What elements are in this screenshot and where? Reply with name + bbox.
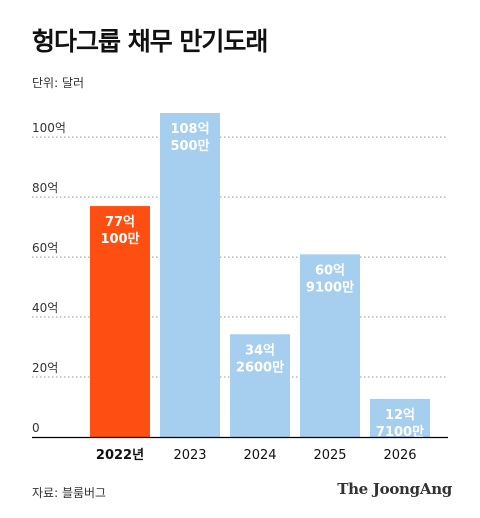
chart-title: 헝다그룹 채무 만기도래 xyxy=(32,27,268,56)
bar-data-label: 77억 xyxy=(105,215,135,230)
source-label: 자료: 블룸버그 xyxy=(32,486,107,500)
x-tick-label: 2026 xyxy=(383,448,416,463)
x-tick-label: 2025 xyxy=(313,448,346,463)
y-tick-label: 60억 xyxy=(32,241,58,255)
x-tick-label: 2022년 xyxy=(96,448,144,463)
bar-0 xyxy=(90,206,150,437)
x-axis-ticks: 2022년 2023 2024 2025 2026 xyxy=(32,436,448,463)
y-tick-label: 20억 xyxy=(32,361,58,375)
bar-2 xyxy=(230,334,290,437)
y-axis-ticks: 0 20억 40억 60억 80억 100억 xyxy=(32,121,66,435)
unit-label: 단위: 달러 xyxy=(32,76,85,90)
bar-data-label: 2600만 xyxy=(236,359,284,375)
y-tick-label: 40억 xyxy=(32,301,58,315)
brand-logo: The JoongAng xyxy=(337,480,452,498)
bar-1 xyxy=(160,113,220,437)
x-tick-label: 2023 xyxy=(173,448,206,463)
bar-data-label: 100만 xyxy=(100,231,139,247)
bar-data-label: 108억 xyxy=(170,122,209,137)
bar-data-label: 12억 xyxy=(385,408,415,423)
bar-data-label: 34억 xyxy=(245,343,275,358)
y-tick-label: 0 xyxy=(32,421,40,435)
x-tick-label: 2024 xyxy=(243,448,276,463)
y-tick-label: 80억 xyxy=(32,181,58,195)
bar-data-label: 60억 xyxy=(315,263,345,278)
bar-4 xyxy=(370,398,430,437)
bar-data-label: 500만 xyxy=(170,138,209,154)
bar-3 xyxy=(300,254,360,437)
y-tick-label: 100억 xyxy=(32,121,66,135)
bar-data-label: 7100만 xyxy=(376,424,424,440)
bar-data-label: 9100만 xyxy=(306,279,354,295)
